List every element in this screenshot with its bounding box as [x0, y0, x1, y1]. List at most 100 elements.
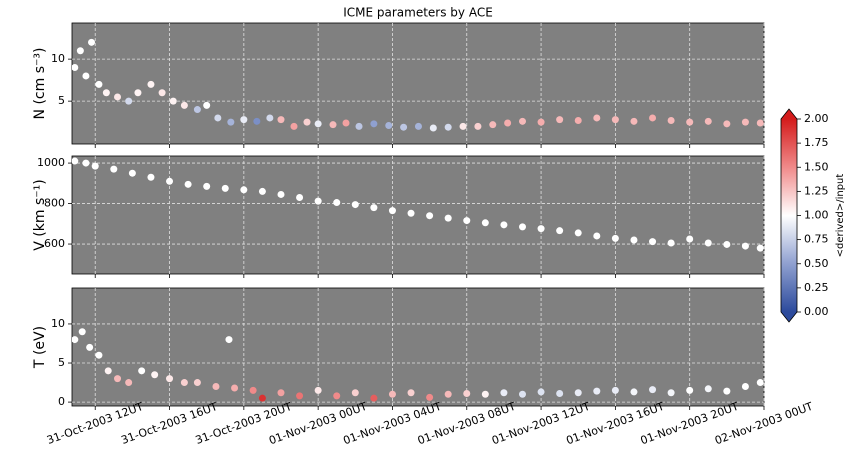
- colorbar-tick-label: 0.25: [804, 281, 829, 294]
- data-point: [240, 186, 248, 194]
- data-point: [741, 242, 749, 250]
- data-point: [102, 89, 110, 97]
- data-point: [704, 117, 712, 125]
- data-point: [370, 394, 378, 402]
- data-point: [351, 201, 359, 209]
- data-point: [82, 159, 90, 167]
- data-point: [296, 193, 304, 201]
- data-point: [667, 389, 675, 397]
- data-point: [686, 386, 694, 394]
- data-point: [426, 212, 434, 220]
- colorbar-tick-label: 0.50: [804, 257, 829, 270]
- data-point: [556, 389, 564, 397]
- data-point: [489, 121, 497, 129]
- data-point: [329, 121, 337, 129]
- data-point: [723, 120, 731, 128]
- y-tick-label: 600: [44, 237, 65, 250]
- data-point: [444, 123, 452, 131]
- data-point: [537, 118, 545, 126]
- colorbar-tick-label: 1.00: [804, 209, 829, 222]
- data-point: [400, 123, 408, 131]
- data-point: [741, 382, 749, 390]
- data-point: [104, 367, 112, 375]
- colorbar: [781, 119, 797, 312]
- data-point: [518, 117, 526, 125]
- data-point: [444, 390, 452, 398]
- data-point: [314, 386, 322, 394]
- data-point: [180, 101, 188, 109]
- data-point: [500, 221, 508, 229]
- data-point: [76, 47, 84, 55]
- data-point: [151, 371, 159, 379]
- data-point: [388, 207, 396, 215]
- data-point: [355, 122, 363, 130]
- data-point: [214, 114, 222, 122]
- data-point: [240, 116, 248, 124]
- colorbar-tick-label: 1.25: [804, 184, 829, 197]
- data-point: [704, 239, 712, 247]
- figure-title: ICME parameters by ACE: [343, 6, 493, 20]
- data-point: [723, 240, 731, 248]
- data-point: [388, 390, 396, 398]
- colorbar-tick-label: 2.00: [804, 112, 829, 125]
- data-point: [277, 116, 285, 124]
- data-point: [723, 387, 731, 395]
- data-point: [574, 389, 582, 397]
- data-point: [212, 382, 220, 390]
- data-point: [556, 227, 564, 235]
- colorbar-tick-label: 1.75: [804, 136, 829, 149]
- data-point: [741, 118, 749, 126]
- data-point: [630, 117, 638, 125]
- data-point: [314, 120, 322, 128]
- data-point: [277, 190, 285, 198]
- data-point: [414, 122, 422, 130]
- data-point: [221, 184, 229, 192]
- data-point: [303, 118, 311, 126]
- data-point: [537, 225, 545, 233]
- data-point: [86, 343, 94, 351]
- data-point: [166, 375, 174, 383]
- y-tick-label: 5: [58, 94, 65, 107]
- data-point: [169, 97, 177, 105]
- data-point: [147, 173, 155, 181]
- data-point: [114, 375, 122, 383]
- data-point: [72, 157, 79, 165]
- data-point: [314, 197, 322, 205]
- data-point: [556, 116, 564, 124]
- data-point: [253, 117, 261, 125]
- y-tick-label: 800: [44, 197, 65, 210]
- data-point: [184, 180, 192, 188]
- data-point: [474, 122, 482, 130]
- data-point: [518, 390, 526, 398]
- data-point: [249, 386, 257, 394]
- data-point: [459, 122, 467, 130]
- points: [72, 157, 764, 252]
- data-point: [296, 392, 304, 400]
- plot-area: [71, 287, 765, 407]
- y-axis-label: N (cm s⁻³): [32, 48, 48, 120]
- data-point: [407, 389, 415, 397]
- data-point: [444, 214, 452, 222]
- data-point: [166, 177, 174, 185]
- data-point: [125, 97, 133, 105]
- data-point: [370, 204, 378, 212]
- y-tick-label: 0: [58, 395, 65, 408]
- data-point: [231, 384, 239, 392]
- y-tick-label: 10: [51, 317, 65, 330]
- data-point: [649, 114, 657, 122]
- data-point: [593, 387, 601, 395]
- data-point: [158, 89, 166, 97]
- data-point: [593, 114, 601, 122]
- data-point: [193, 106, 201, 114]
- y-axis-label: V (km s⁻¹): [32, 179, 48, 250]
- data-point: [180, 379, 188, 387]
- data-point: [704, 385, 712, 393]
- data-point: [667, 116, 675, 124]
- data-point: [630, 388, 638, 396]
- data-point: [225, 336, 233, 344]
- data-point: [110, 165, 118, 173]
- data-point: [574, 116, 582, 124]
- colorbar-tick-label: 1.50: [804, 160, 829, 173]
- data-point: [385, 122, 393, 130]
